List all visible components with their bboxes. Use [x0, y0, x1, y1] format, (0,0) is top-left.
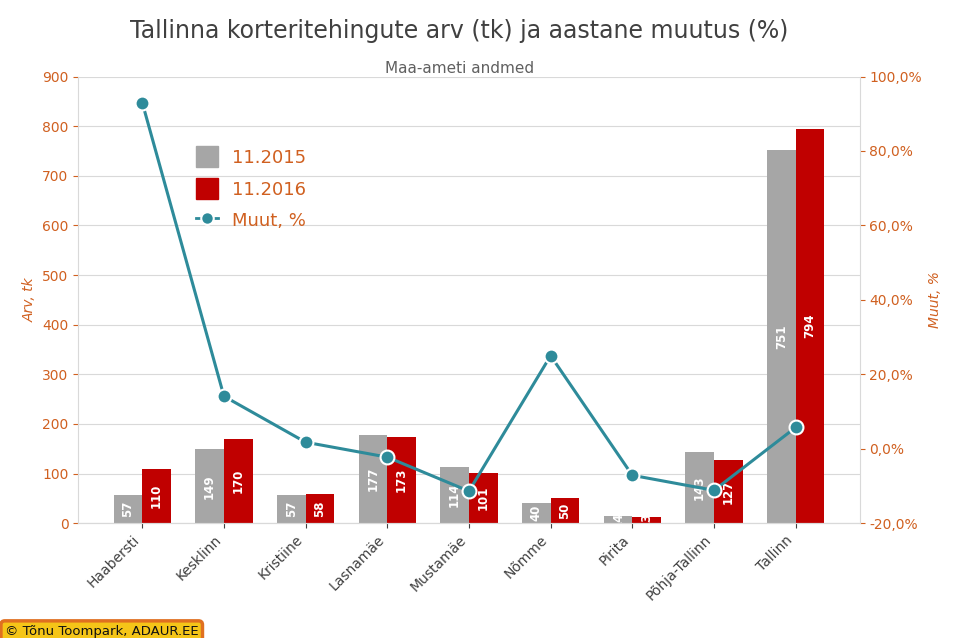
Text: 114: 114 [448, 482, 461, 507]
Text: 173: 173 [395, 468, 408, 493]
Bar [306, 494, 334, 523]
Bar [714, 460, 743, 523]
Bar [632, 517, 660, 523]
Bar [686, 452, 714, 523]
Text: 177: 177 [366, 467, 379, 491]
Text: 14: 14 [612, 512, 624, 528]
Bar [224, 439, 252, 523]
Text: 170: 170 [232, 469, 244, 493]
Legend: 11.2015, 11.2016, Muut, %: 11.2015, 11.2016, Muut, % [189, 139, 314, 238]
Text: 13: 13 [640, 512, 653, 528]
Text: 127: 127 [722, 480, 735, 504]
Bar [795, 129, 825, 523]
Text: 40: 40 [530, 505, 543, 521]
Text: 794: 794 [803, 314, 817, 339]
Text: 143: 143 [694, 475, 706, 500]
Bar [387, 437, 416, 523]
Y-axis label: Arv, tk: Arv, tk [22, 278, 36, 322]
Bar [359, 435, 387, 523]
Text: 751: 751 [775, 325, 787, 349]
Bar [195, 449, 224, 523]
Text: 149: 149 [203, 474, 216, 498]
Text: 57: 57 [285, 501, 298, 517]
Text: 101: 101 [477, 486, 489, 510]
Bar [767, 151, 795, 523]
Text: 110: 110 [150, 484, 163, 508]
Bar [441, 466, 469, 523]
Text: 58: 58 [314, 501, 326, 517]
Text: 50: 50 [559, 503, 572, 519]
Bar [277, 495, 306, 523]
Bar [522, 503, 551, 523]
Text: Maa-ameti andmed: Maa-ameti andmed [385, 61, 533, 76]
Bar [469, 473, 497, 523]
Bar [113, 495, 143, 523]
Y-axis label: Muut, %: Muut, % [928, 271, 942, 329]
Bar [604, 516, 632, 523]
Text: © Tõnu Toompark, ADAUR.EE: © Tõnu Toompark, ADAUR.EE [5, 625, 198, 638]
Text: Tallinna korteritehingute arv (tk) ja aastane muutus (%): Tallinna korteritehingute arv (tk) ja aa… [130, 19, 788, 43]
Bar [143, 468, 171, 523]
Text: 57: 57 [121, 501, 135, 517]
Bar [551, 498, 579, 523]
